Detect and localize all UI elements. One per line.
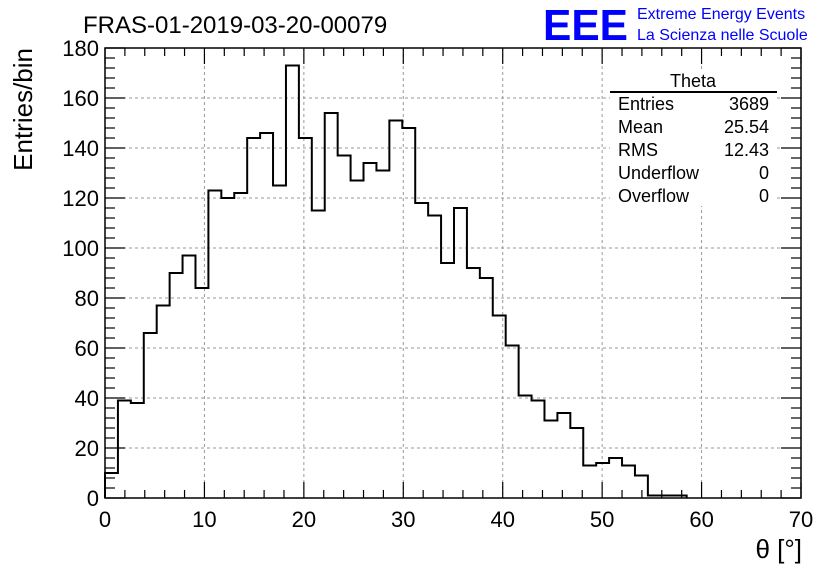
histogram-bin [312, 211, 325, 499]
stats-value: 0 [759, 186, 769, 206]
stats-label: Entries [618, 94, 674, 114]
y-tick-label: 180 [62, 36, 99, 61]
histogram-bin [441, 263, 454, 498]
histogram-bin [325, 113, 338, 498]
stats-value: 3689 [729, 94, 769, 114]
histogram-bin [131, 403, 144, 498]
histogram-bin [454, 208, 467, 498]
y-tick-label: 40 [75, 386, 99, 411]
x-tick-label: 0 [99, 507, 111, 532]
histogram-bin [493, 316, 506, 499]
stats-box: Theta Entries 3689 Mean 25.54 RMS 12.43 Underf… [610, 71, 777, 206]
histogram-bin [299, 138, 312, 498]
histogram-bin [519, 396, 532, 499]
histogram-bin [467, 268, 480, 498]
y-tick-label: 140 [62, 136, 99, 161]
stats-value: 25.54 [724, 117, 769, 137]
histogram-bin [402, 128, 415, 498]
histogram-bin [544, 421, 557, 499]
histogram-bin [208, 191, 221, 499]
x-tick-label: 70 [789, 507, 813, 532]
x-tick-label: 50 [590, 507, 614, 532]
y-tick-label: 100 [62, 236, 99, 261]
histogram-bin [286, 66, 299, 499]
stats-label: Underflow [618, 163, 700, 183]
histogram-bin [170, 273, 183, 498]
histogram-bin [609, 458, 622, 498]
histogram-bin [234, 193, 247, 498]
histogram-bin [183, 256, 196, 499]
eee-logo-mark: EEE [543, 1, 628, 50]
histogram-bin [221, 198, 234, 498]
plot-frame [104, 47, 802, 499]
histogram-bin [532, 401, 545, 499]
histogram-bin [415, 203, 428, 498]
y-axis-label: Entries/bin [8, 48, 38, 171]
histogram-series [104, 64, 688, 498]
stats-value: 0 [759, 163, 769, 183]
histogram-bin [480, 278, 493, 498]
stats-label: RMS [618, 140, 658, 160]
stats-title: Theta [670, 71, 717, 91]
histogram-bin [506, 346, 519, 499]
y-tick-label: 0 [87, 486, 99, 511]
histogram-bin [557, 413, 570, 498]
tick-labels: 0 10 20 30 40 50 60 70 0 20 40 60 80 100 120 140 160 180 [62, 36, 813, 532]
eee-logo-line1: Extreme Energy Events [637, 6, 805, 23]
grid [105, 48, 801, 498]
axis-ticks [104, 47, 802, 499]
histogram-bin [622, 466, 635, 499]
y-tick-label: 160 [62, 86, 99, 111]
y-tick-label: 120 [62, 186, 99, 211]
histogram-bin [583, 466, 596, 499]
histogram-bin [351, 181, 364, 499]
x-tick-label: 20 [292, 507, 316, 532]
stats-label: Mean [618, 117, 663, 137]
histogram-bin [105, 473, 118, 498]
chart-title: FRAS-01-2019-03-20-00079 [83, 12, 387, 39]
histogram-bin [157, 306, 170, 499]
stats-label: Overflow [618, 186, 690, 206]
histogram-bin [428, 216, 441, 499]
y-tick-label: 20 [75, 436, 99, 461]
y-tick-label: 80 [75, 286, 99, 311]
histogram-bin [260, 133, 273, 498]
eee-logo-line2: La Scienza nelle Scuole [637, 27, 808, 44]
histogram-bin [570, 428, 583, 498]
histogram-bin [338, 156, 351, 499]
x-tick-label: 30 [391, 507, 415, 532]
x-axis-label: θ [°] [755, 534, 802, 564]
histogram-bin [273, 186, 286, 499]
eee-logo: EEE Extreme Energy Events La Scienza nel… [543, 1, 808, 50]
x-tick-label: 40 [490, 507, 514, 532]
histogram-bin [364, 163, 377, 498]
histogram-bin [376, 171, 389, 499]
y-tick-label: 60 [75, 336, 99, 361]
histogram-bin [247, 138, 260, 498]
histogram-bin [389, 121, 402, 499]
histogram-bin [144, 333, 157, 498]
stats-value: 12.43 [724, 140, 769, 160]
x-tick-label: 60 [689, 507, 713, 532]
histogram-bin [195, 288, 208, 498]
stats-rows: Entries 3689 Mean 25.54 RMS 12.43 Underflow 0 Ov… [618, 94, 769, 206]
histogram-bin [118, 401, 131, 499]
x-tick-label: 10 [192, 507, 216, 532]
